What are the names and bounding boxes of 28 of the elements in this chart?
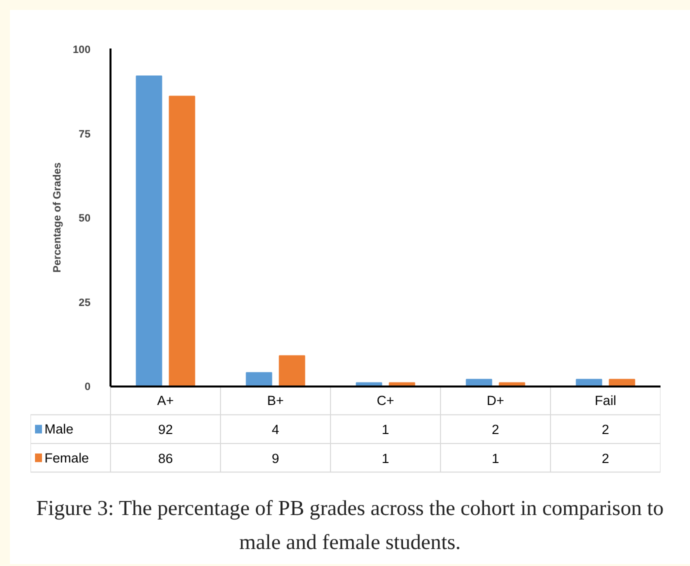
y-tick-label: 0: [84, 381, 91, 394]
data-label: 2: [492, 422, 500, 438]
data-label: 1: [382, 450, 390, 466]
y-tick-label: 100: [72, 44, 91, 56]
bar: [246, 372, 272, 387]
data-label: 1: [492, 450, 500, 466]
data-label: 4: [272, 422, 280, 438]
data-label: 92: [158, 422, 173, 438]
data-label: 2: [602, 450, 610, 466]
data-label: 9: [272, 450, 280, 466]
legend-label: Male: [44, 422, 74, 437]
data-label: 86: [158, 450, 173, 466]
y-axis-title: Percentage of Grades: [52, 162, 64, 273]
x-tick-label: B+: [267, 392, 284, 408]
y-tick-label: 25: [78, 296, 91, 309]
y-tick-label: 75: [78, 128, 91, 140]
legend-label: Female: [44, 450, 89, 466]
bar: [136, 75, 162, 387]
data-label: 1: [382, 422, 390, 438]
caption: Figure 3: The percentage of PB grades across the cohort in comparison to male and female students.: [35, 495, 665, 556]
x-tick-label: Fail: [594, 392, 616, 408]
bar: [278, 355, 306, 387]
x-tick-label: A+: [157, 392, 174, 408]
x-tick-label: D+: [486, 392, 504, 408]
y-tick-label: 50: [78, 212, 91, 225]
bar: [168, 96, 196, 387]
data-label: 2: [602, 422, 610, 438]
x-tick-label: C+: [376, 392, 394, 408]
